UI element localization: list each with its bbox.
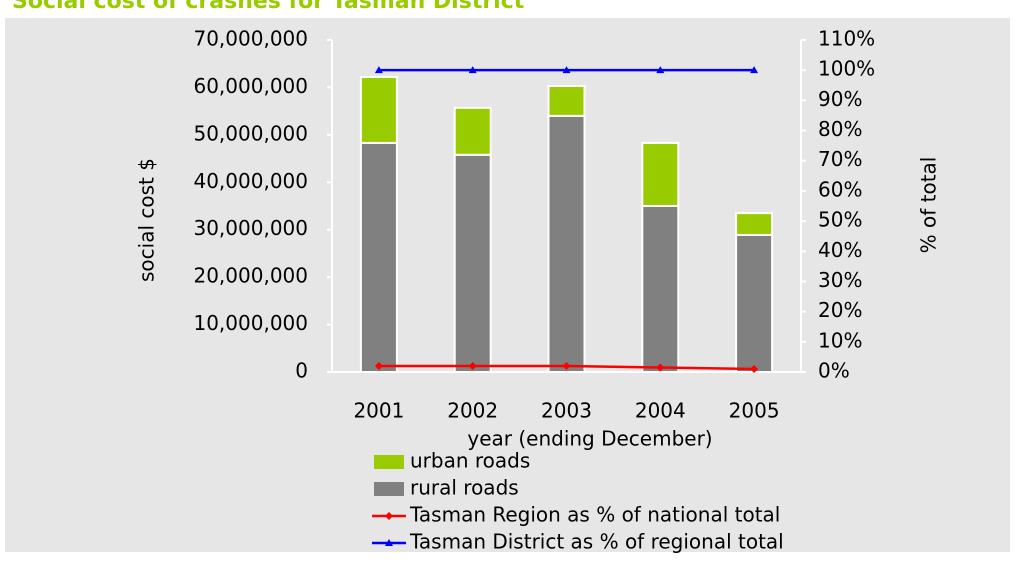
x-tick-label: 2005	[729, 399, 780, 423]
y2-tick-label: 70%	[818, 147, 862, 171]
y2-tick-label: 30%	[818, 268, 862, 292]
bar	[453, 153, 492, 373]
legend-label: urban roads	[410, 449, 530, 473]
legend-swatch	[374, 455, 404, 469]
x-tick-label: 2001	[353, 399, 404, 423]
y2-tick-label: 40%	[818, 238, 862, 262]
line-marker	[468, 361, 477, 370]
y2-tick-label: 0%	[818, 359, 850, 383]
legend-label: Tasman District as % of regional total	[409, 530, 784, 554]
line-marker	[750, 66, 759, 74]
legend-label: Tasman Region as % of national total	[409, 503, 780, 527]
y2-tick-label: 110%	[818, 27, 875, 51]
y-tick-label: 60,000,000	[193, 74, 308, 98]
y-axis-label: social cost $	[135, 158, 159, 282]
bar	[641, 141, 680, 207]
legend-marker	[385, 512, 393, 520]
line-marker	[656, 363, 665, 372]
x-tick-label: 2002	[447, 399, 498, 423]
bar	[547, 114, 586, 373]
line-marker	[374, 66, 383, 74]
bar	[735, 212, 774, 236]
y2-tick-label: 20%	[818, 298, 862, 322]
y2-tick-label: 100%	[818, 57, 875, 81]
y2-axis-label: % of total	[917, 157, 941, 254]
bar	[547, 85, 586, 117]
x-tick-label: 2004	[635, 399, 686, 423]
chart-background	[5, 18, 1010, 552]
line-marker	[468, 66, 477, 74]
line-marker	[656, 66, 665, 74]
line-marker	[374, 361, 383, 370]
legend-marker	[385, 539, 393, 546]
line-marker	[750, 364, 759, 373]
x-tick-label: 2003	[541, 399, 592, 423]
line-marker	[562, 361, 571, 370]
chart-title: Social cost of crashes for Tasman Distri…	[12, 0, 525, 14]
y2-tick-label: 60%	[818, 177, 862, 201]
line-marker	[562, 66, 571, 74]
bar	[453, 106, 492, 156]
legend-swatch	[374, 482, 404, 496]
x-axis-label: year (ending December)	[467, 427, 712, 451]
y2-tick-label: 50%	[818, 208, 862, 232]
y-tick-label: 70,000,000	[193, 27, 308, 51]
y-tick-label: 30,000,000	[193, 216, 308, 240]
y2-tick-label: 10%	[818, 328, 862, 352]
y2-tick-label: 90%	[818, 87, 862, 111]
y2-tick-label: 80%	[818, 117, 862, 141]
y-tick-label: 40,000,000	[193, 169, 308, 193]
bar	[359, 75, 398, 144]
y-tick-label: 50,000,000	[193, 121, 308, 145]
y-tick-label: 10,000,000	[193, 311, 308, 335]
legend-label: rural roads	[410, 476, 519, 500]
y-tick-label: 20,000,000	[193, 264, 308, 288]
bar	[735, 233, 774, 373]
bar	[641, 205, 680, 373]
bar	[359, 141, 398, 373]
y-tick-label: 0	[295, 359, 308, 383]
